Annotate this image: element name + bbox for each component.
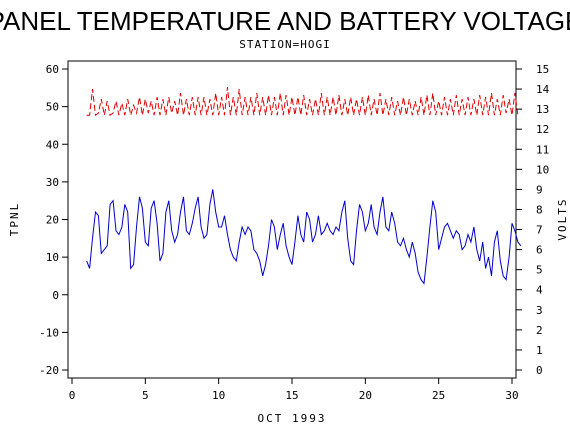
y2-tick-label: 13 — [536, 103, 549, 116]
y-tick-label: 0 — [52, 289, 59, 302]
chart-subtitle: STATION=HOGI — [239, 38, 330, 51]
y2-tick-label: 12 — [536, 123, 549, 136]
volts-series-line — [86, 87, 519, 117]
y2-tick-label: 15 — [536, 63, 549, 76]
x-tick-label: 30 — [505, 389, 518, 402]
y-tick-label: 50 — [46, 101, 59, 114]
y2-tick-label: 5 — [536, 264, 543, 277]
y2-tick-label: 10 — [536, 163, 549, 176]
y2-tick-label: 2 — [536, 324, 543, 337]
y-axis-left: -20 -10 0 10 20 30 40 50 60 — [39, 63, 68, 377]
x-axis-label: OCT 1993 — [258, 412, 327, 425]
y-tick-label: 20 — [46, 214, 59, 227]
y2-tick-label: 6 — [536, 244, 543, 257]
y-tick-label: -10 — [39, 326, 59, 339]
x-axis: 0 5 10 15 20 25 30 — [69, 378, 519, 402]
y2-axis-label: VOLTS — [556, 197, 569, 240]
y2-tick-label: 1 — [536, 344, 543, 357]
y2-tick-label: 3 — [536, 304, 543, 317]
y-tick-label: 60 — [46, 63, 59, 76]
x-tick-label: 15 — [285, 389, 298, 402]
chart-title: PANEL TEMPERATURE AND BATTERY VOLTAGE — [0, 6, 570, 36]
y-axis-label: TPNL — [8, 202, 21, 237]
y-tick-label: -20 — [39, 364, 59, 377]
x-tick-label: 20 — [359, 389, 372, 402]
x-tick-label: 0 — [69, 389, 76, 402]
y2-tick-label: 8 — [536, 203, 543, 216]
y-tick-label: 40 — [46, 138, 59, 151]
y2-tick-label: 7 — [536, 224, 543, 237]
y-tick-label: 10 — [46, 251, 59, 264]
y2-tick-label: 11 — [536, 143, 549, 156]
y2-tick-label: 9 — [536, 183, 543, 196]
x-tick-label: 5 — [142, 389, 149, 402]
y2-tick-label: 0 — [536, 364, 543, 377]
y2-tick-label: 4 — [536, 284, 543, 297]
y-tick-label: 30 — [46, 176, 59, 189]
y2-tick-label: 14 — [536, 83, 550, 96]
series-layer — [86, 87, 522, 285]
tpnl-series-line — [86, 189, 522, 285]
x-tick-label: 25 — [432, 389, 445, 402]
x-tick-label: 10 — [212, 389, 225, 402]
